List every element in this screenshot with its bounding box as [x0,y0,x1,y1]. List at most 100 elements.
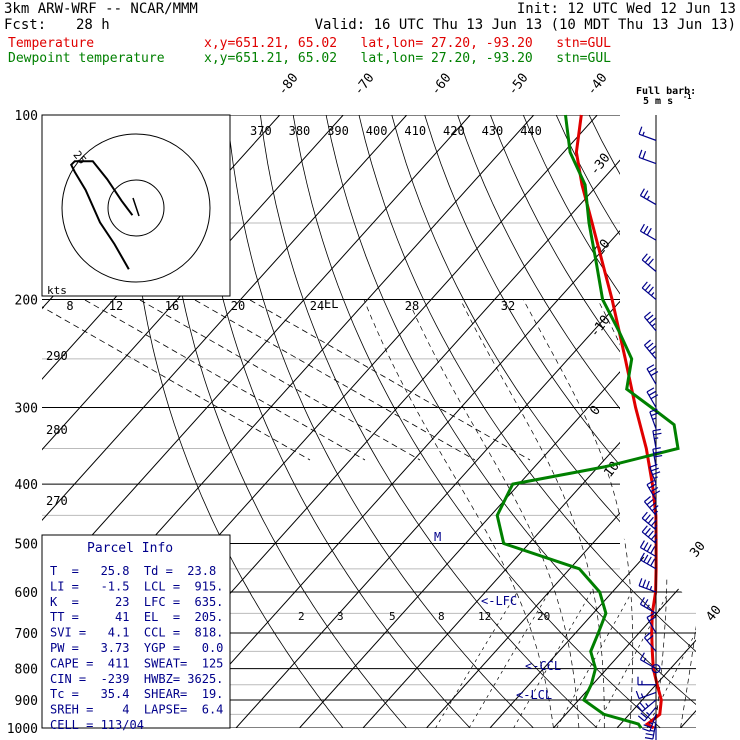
wind-barb-feather [651,351,656,355]
wind-barb-feather [650,292,655,296]
wind-barb [641,531,657,544]
mixing-ratio-label: 3 [337,610,344,623]
wind-barb-feather [639,540,645,548]
wind-barb-feather [641,511,648,519]
wind-barb-feather [647,286,654,294]
wind-barb-feather [639,188,645,196]
legend-temperature: Temperature [8,36,95,51]
wind-barb-feather [654,437,659,440]
wind-barb-feather [650,394,659,400]
isotherm-line [362,115,696,728]
model-title: 3km ARW-WRF -- NCAR/MMM [4,1,198,17]
wind-barb [640,603,657,614]
wind-barb-feather [652,471,661,476]
wind-barb [641,259,657,272]
wind-barb-feather [635,690,640,699]
wind-barb-feather [650,533,657,540]
wind-barb-feather [652,490,661,496]
isotherm-line [553,115,696,728]
parcel-info-row: CIN = -239 HWBZ= 3625. [50,672,223,686]
wind-barb [638,585,657,593]
wind-barb-feather [643,599,649,607]
wind-barb-feather [639,223,645,232]
wind-barb-feather [650,412,659,417]
wind-barb-feather [648,390,657,396]
wind-barb-feather [638,149,643,158]
mixing-ratio-label: 20 [537,610,550,623]
dry-adiabat [358,115,696,728]
moist-adiabat [363,299,554,728]
legend-temperature-info: x,y=651.21, 65.02 lat,lon= 27.20, -93.20… [204,36,611,51]
wind-barb [646,368,657,385]
moist-adiabat [460,299,605,728]
theta-side-label: 290 [46,349,68,363]
wind-barb-feather [646,556,652,565]
wind-barb-feather [648,616,657,622]
wind-barb [649,466,657,485]
hodograph-ring [61,133,211,283]
hodograph-speed-label: 8 [66,299,73,313]
isotherm-label: 30 [687,539,708,561]
wind-barb-feather [644,527,651,535]
isotherm-line [299,115,696,728]
lfc-annotation: <-LFC [481,594,517,608]
wind-barb-feather [646,604,650,609]
pressure-tick-label: 300 [15,401,38,416]
wind-barb-feather [639,702,646,710]
dry-adiabat [457,115,696,728]
pressure-tick-label: 600 [15,586,38,601]
parcel-info-row: TT = 41 EL = 205. [50,610,223,624]
wind-barb [646,617,657,634]
wind-barb [640,546,657,557]
wind-barb-feather [653,476,658,479]
wind-barb-feather [643,225,649,234]
pressure-tick-label: 400 [15,478,38,493]
parcel-info-box [41,534,231,729]
parcel-info-row: T = 25.8 Td = 23.8 [50,564,216,578]
mixing-ratio-line [513,591,592,728]
pressure-tick-label: 800 [15,663,38,678]
dry-adiabat [227,115,534,728]
dry-adiabat [424,115,696,728]
wind-barb-feather [653,524,658,529]
dry-adiabat [490,115,696,728]
theta-label: 410 [404,124,426,138]
wind-barb [652,721,657,740]
wind-barb-feather [644,283,651,291]
fcst-value: 28 h [76,17,110,33]
dry-adiabat [687,115,696,728]
wind-barb-feather [641,525,648,533]
mixing-ratio-line [435,591,518,728]
legend-dewpoint-info: x,y=651.21, 65.02 lat,lon= 27.20, -93.20… [204,51,611,66]
hodo-axis-line [194,299,476,461]
isotherm-label: -10 [587,313,613,341]
wind-barb-feather [649,585,653,591]
wind-barb-feather [648,483,657,489]
hodo-axis-line [84,299,366,461]
isotherm-line [42,115,471,728]
wind-barb [640,559,657,570]
wind-barb-feather [646,544,652,552]
isotherm-label: 40 [703,603,724,625]
wind-barb-feather [644,514,651,522]
moist-adiabat [522,299,634,728]
isotherm-label: 0 [587,403,604,418]
hodograph-speed-label: 24 [310,299,324,313]
wind-barb-feather [644,632,651,639]
wind-barb-feather [646,499,654,506]
moist-adiabat [407,299,580,728]
fcst-label: Fcst: [4,17,47,33]
wind-barb [643,316,657,332]
barb-key-sup: -1 [683,93,691,101]
wind-barb-feather [653,432,662,436]
hodo-axis-line [249,299,531,461]
isotherm-line [426,115,696,728]
hodo-axis-line [42,299,311,461]
theta-label: 390 [327,124,349,138]
wind-barb-feather [653,451,662,454]
wind-barbs [635,115,663,740]
isotherm-label: -40 [584,71,610,99]
wind-barb [641,287,657,300]
mixing-ratio-label: 12 [478,610,491,623]
hodograph-speed-label: 28 [405,299,419,313]
